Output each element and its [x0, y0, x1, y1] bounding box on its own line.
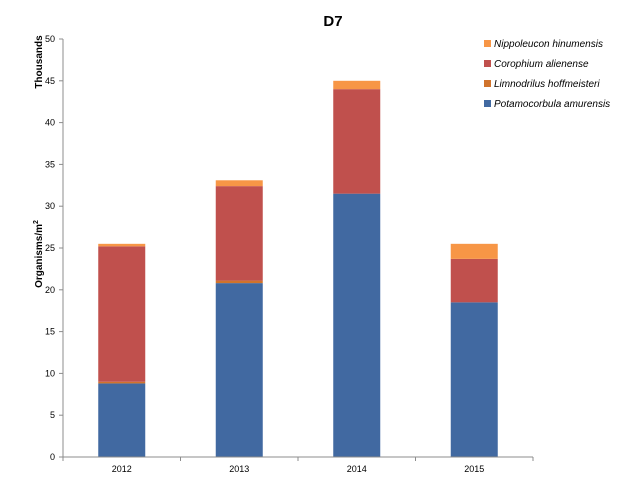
y-tick-label: 40	[45, 118, 55, 128]
bar-segment	[450, 258, 498, 303]
x-tick-label: 2015	[464, 464, 484, 474]
bar-segment	[333, 193, 381, 457]
legend-swatch	[484, 60, 491, 67]
legend-label: Corophium alienense	[494, 59, 589, 70]
legend-label: Limnodrilus hoffmeisteri	[494, 79, 600, 90]
legend-swatch	[484, 40, 491, 47]
bar-segment	[450, 243, 498, 259]
bar-segment	[98, 383, 146, 457]
y-tick-label: 20	[45, 285, 55, 295]
bar-segment	[450, 302, 498, 457]
legend-label: Nippoleucon hinumensis	[494, 39, 603, 50]
x-tick-label: 2012	[112, 464, 132, 474]
y-tick-label: 35	[45, 159, 55, 169]
bars	[98, 80, 498, 457]
y-tick-label: 25	[45, 243, 55, 253]
y-axis-label: Organisms/m	[34, 224, 45, 288]
y-tick-label: 50	[45, 34, 55, 44]
bar-segment	[215, 283, 263, 457]
chart-title: D7	[323, 13, 342, 30]
bar-segment	[333, 89, 381, 194]
bar-segment	[215, 186, 263, 281]
bar-segment	[98, 381, 146, 384]
bar-segment	[98, 246, 146, 382]
y-axis-label-superscript: 2	[33, 220, 40, 224]
bar-segment	[215, 180, 263, 187]
x-tick-label: 2013	[229, 464, 249, 474]
y-tick-label: 5	[50, 410, 55, 420]
y-axis-ticks: 0 5 10 15 20 25 30 35 40 45 50	[45, 34, 63, 462]
bar-segment	[215, 280, 263, 284]
legend: Nippoleucon hinumensis Corophium alienens…	[484, 39, 610, 110]
legend-swatch	[484, 100, 491, 107]
y-tick-label: 10	[45, 368, 55, 378]
y-tick-label: 30	[45, 201, 55, 211]
y-unit-label: Thousands	[34, 35, 45, 89]
y-axis-title: Organisms/m2	[33, 220, 45, 288]
x-tick-label: 2014	[347, 464, 367, 474]
bar-segment	[98, 243, 146, 247]
y-tick-label: 45	[45, 76, 55, 86]
y-tick-label: 0	[50, 452, 55, 462]
y-tick-label: 15	[45, 327, 55, 337]
bar-segment	[333, 80, 381, 90]
legend-label: Potamocorbula amurensis	[494, 99, 610, 110]
legend-swatch	[484, 80, 491, 87]
x-axis-ticks: 2012 2013 2014 2015	[62, 457, 534, 474]
